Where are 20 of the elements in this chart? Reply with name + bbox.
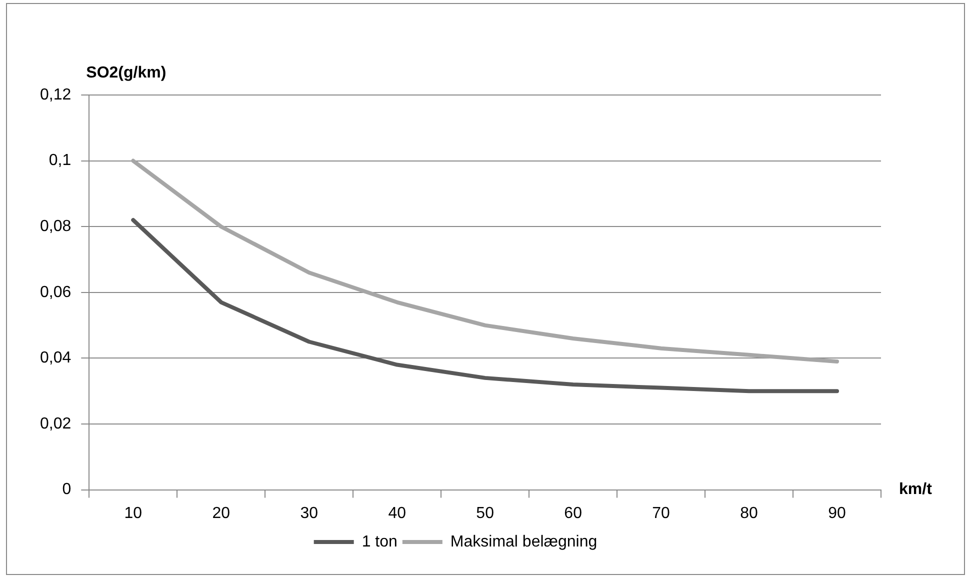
legend-label: 1 ton: [362, 533, 398, 550]
x-tick-label: 20: [212, 504, 230, 522]
y-tick-label: 0: [62, 481, 72, 498]
x-tick-label: 90: [828, 504, 846, 522]
x-tick-label: 70: [652, 504, 670, 522]
x-tick-label: 30: [300, 504, 318, 522]
y-tick-label: 0,08: [40, 218, 72, 236]
y-tick-label: 0,12: [40, 86, 72, 104]
legend-label: Maksimal belægning: [450, 533, 598, 550]
x-tick-label: 10: [124, 504, 142, 522]
y-tick-label: 0,06: [40, 284, 72, 301]
x-tick-label: 80: [740, 504, 758, 522]
y-tick-label: 0,1: [48, 152, 72, 170]
x-tick-label: 50: [476, 504, 494, 522]
x-tick-label: 60: [564, 504, 582, 522]
y-tick-label: 0,04: [40, 350, 72, 367]
y-axis-title: SO2(g/km): [86, 64, 166, 82]
x-tick-label: 40: [388, 504, 406, 522]
x-axis-title: km/t: [899, 481, 933, 498]
y-tick-label: 0,02: [40, 415, 72, 432]
